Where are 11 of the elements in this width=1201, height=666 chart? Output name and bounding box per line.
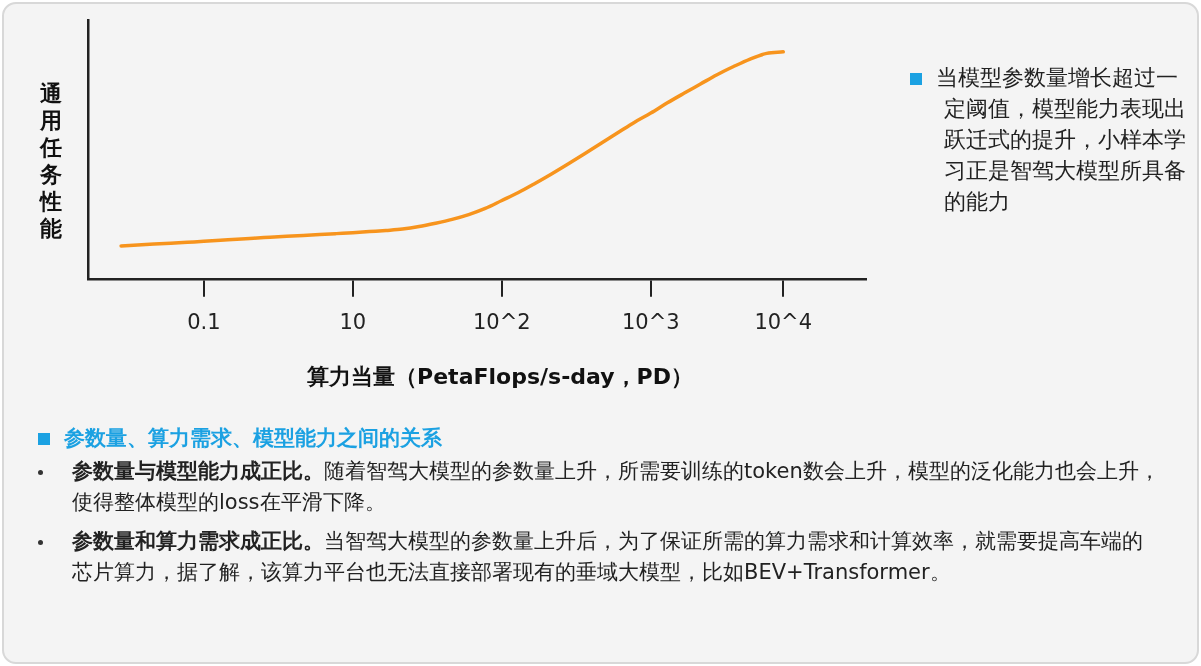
x-tick-label: 10^4: [754, 309, 813, 334]
x-tick-label: 0.1: [187, 309, 221, 334]
y-axis-title: 通用任务性能: [38, 80, 63, 242]
text: 当模型参数量增长超过一定阈值，模型能力表现出跃迁式的提升，小样本学习正是智驾大模型所具备的能力: [935, 64, 1187, 216]
x-tick-label: 10^3: [621, 309, 680, 334]
text: 参数量和算力需求成正比。: [72, 529, 324, 553]
x-tick-label: 10: [339, 309, 367, 334]
x-tick-label: 10^2: [472, 309, 531, 334]
text: 参数量、算力需求、模型能力之间的关系: [63, 425, 443, 452]
text: 参数量与模型能力成正比。: [72, 459, 324, 483]
x-axis-title: 算力当量（PetaFlops/s-day，PD）: [306, 363, 694, 391]
